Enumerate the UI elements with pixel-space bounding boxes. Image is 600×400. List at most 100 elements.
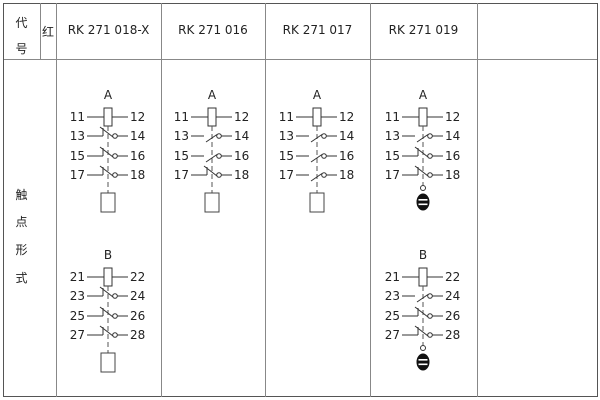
header-divider	[3, 59, 597, 60]
terminal-number: 26	[130, 309, 145, 323]
contact-blade	[99, 165, 114, 177]
contact-blade	[416, 294, 429, 303]
knob-actuator-icon	[416, 193, 430, 211]
terminal-circle	[427, 153, 433, 159]
actuator-box-icon	[100, 352, 116, 373]
terminal-number: 18	[234, 168, 249, 182]
terminal-circle	[427, 133, 433, 139]
terminal-number: 13	[279, 129, 294, 143]
contact-diagram-A: A 11 12 13 14 15 16 17 18	[368, 85, 478, 220]
terminal-number: 16	[339, 149, 354, 163]
nc-contact-icon	[87, 146, 128, 159]
terminal-number: 18	[339, 168, 354, 182]
row-label-char: 式	[15, 271, 28, 285]
contact-blade	[310, 173, 323, 182]
diagram-label: A	[104, 88, 113, 102]
terminal-number: 15	[174, 149, 189, 163]
terminal-number: 13	[385, 129, 400, 143]
terminal-number: 21	[385, 270, 400, 284]
terminal-number: 22	[130, 270, 145, 284]
coil-icon	[418, 267, 428, 287]
contact-diagram-svg: A 11 12 13 14 15 16 17 18	[279, 88, 354, 213]
no-contact-icon	[191, 153, 232, 163]
terminal-number: 17	[279, 168, 294, 182]
terminal-number: 11	[70, 110, 85, 124]
diagram-label: A	[208, 88, 217, 102]
col-divider	[477, 3, 478, 397]
terminal-number: 17	[70, 168, 85, 182]
diagram-label: B	[419, 248, 427, 262]
terminal-number: 24	[445, 289, 460, 303]
coil-icon	[312, 107, 322, 127]
no-contact-icon	[191, 133, 232, 143]
terminal-number: 12	[130, 110, 145, 124]
table-border-top	[3, 3, 597, 4]
contact-diagram-A: A 11 12 13 14 15 16 17 18	[262, 85, 372, 220]
nc-contact-icon	[402, 325, 443, 338]
terminal-number: 14	[445, 129, 460, 143]
col-divider	[265, 3, 266, 397]
contact-blade	[310, 154, 323, 163]
table-border-left	[3, 3, 4, 397]
nc-contact-icon	[87, 126, 128, 139]
terminal-circle	[112, 153, 118, 159]
terminal-circle	[216, 172, 222, 178]
terminal-number: 12	[339, 110, 354, 124]
coil-icon	[418, 107, 428, 127]
header-model: RK 271 017	[282, 23, 353, 37]
pivot-circle	[420, 185, 426, 191]
nc-contact-icon	[191, 165, 232, 178]
terminal-circle	[112, 133, 118, 139]
terminal-number: 27	[385, 328, 400, 342]
col-divider	[370, 3, 371, 397]
terminal-number: 22	[445, 270, 460, 284]
contact-blade	[414, 306, 429, 318]
terminal-number: 14	[234, 129, 249, 143]
terminal-circle	[112, 313, 118, 319]
col-divider	[56, 3, 57, 397]
row-label-char: 形	[15, 243, 28, 257]
contact-blade	[99, 126, 114, 138]
no-contact-icon	[402, 133, 443, 143]
contact-diagram-svg: A 11 12 13 14 15 16 17 18	[70, 88, 145, 213]
terminal-number: 15	[385, 149, 400, 163]
contact-diagram-A: A 11 12 13 14 15 16 17 18	[53, 85, 163, 220]
terminal-number: 25	[70, 309, 85, 323]
no-contact-icon	[296, 172, 337, 182]
contact-blade	[99, 286, 114, 298]
contact-blade	[310, 134, 323, 143]
terminal-number: 16	[234, 149, 249, 163]
terminal-number: 21	[70, 270, 85, 284]
terminal-number: 15	[70, 149, 85, 163]
knob-stripe	[418, 359, 428, 361]
terminal-number: 18	[130, 168, 145, 182]
table-border-bottom	[3, 396, 597, 397]
contact-blade	[414, 325, 429, 337]
terminal-number: 14	[339, 129, 354, 143]
terminal-circle	[216, 133, 222, 139]
contact-blade	[205, 154, 218, 163]
actuator-box-icon	[100, 192, 116, 213]
terminal-circle	[112, 172, 118, 178]
terminal-number: 11	[174, 110, 189, 124]
contact-diagram-svg: A 11 12 13 14 15 16 17 18	[174, 88, 249, 213]
terminal-number: 25	[385, 309, 400, 323]
knob-stripe	[418, 363, 428, 366]
col-divider	[40, 3, 41, 60]
header-model: RK 271 016	[178, 23, 248, 37]
terminal-circle	[216, 153, 222, 159]
terminal-number: 12	[445, 110, 460, 124]
contact-blade	[205, 134, 218, 143]
contact-blade	[203, 165, 218, 177]
nc-contact-icon	[402, 146, 443, 159]
terminal-number: 13	[174, 129, 189, 143]
nc-contact-icon	[402, 165, 443, 178]
knob-stripe	[418, 199, 428, 201]
nc-contact-icon	[87, 325, 128, 338]
terminal-number: 16	[445, 149, 460, 163]
terminal-circle	[321, 172, 327, 178]
col-divider	[161, 3, 162, 397]
terminal-number: 17	[385, 168, 400, 182]
terminal-number: 27	[70, 328, 85, 342]
